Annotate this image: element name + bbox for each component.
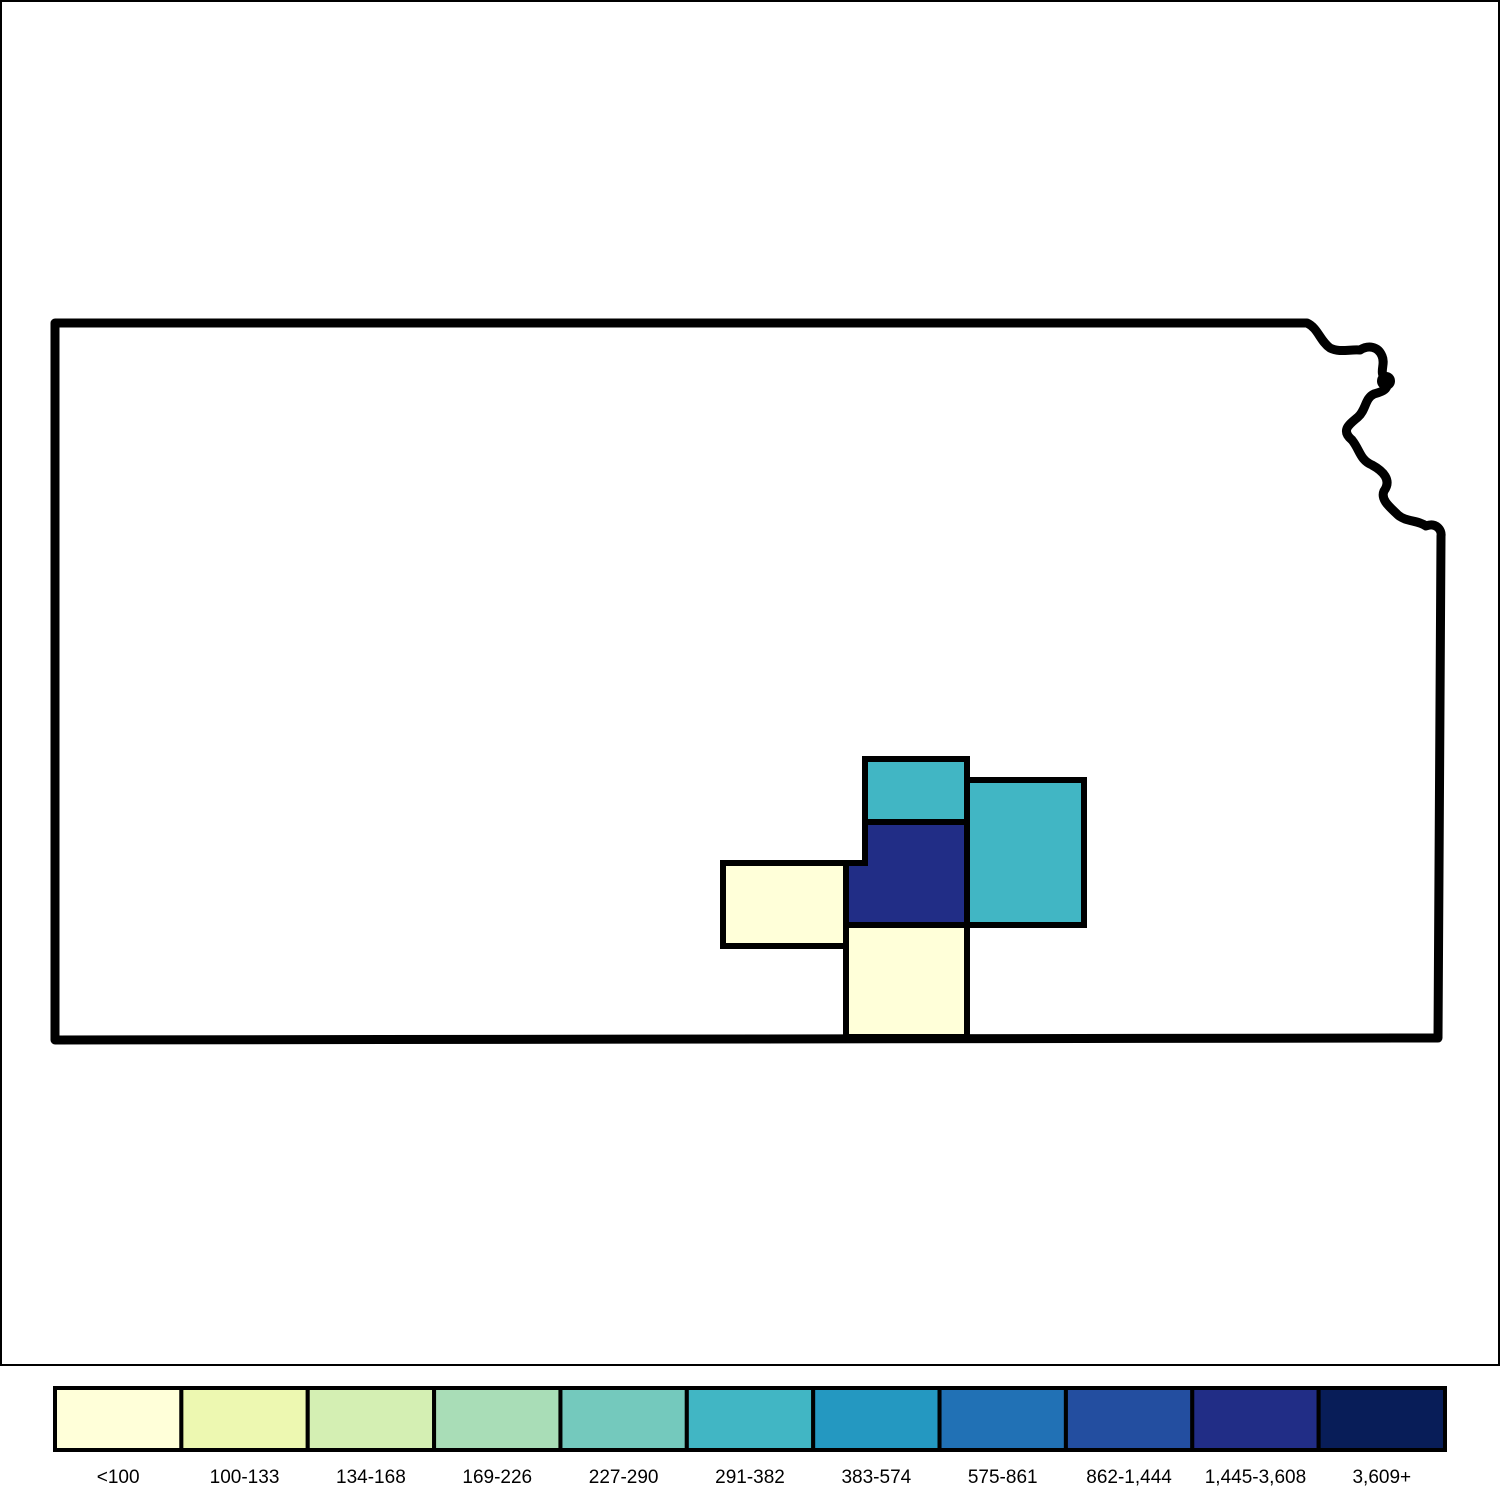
legend-label: 575-861 (967, 1467, 1038, 1488)
river-bend-marker (1377, 372, 1395, 390)
legend-label: 383-574 (841, 1467, 912, 1488)
legend-label: 1,445-3,608 (1204, 1467, 1307, 1488)
legend-swatch (432, 1386, 563, 1452)
legend-swatch (558, 1386, 689, 1452)
legend-label: 3,609+ (1352, 1467, 1412, 1488)
state-outline (50, 318, 1446, 1045)
legend-label: 134-168 (336, 1467, 406, 1488)
legend-swatch (1063, 1386, 1195, 1452)
legend-label: <100 (96, 1467, 140, 1488)
legend-swatches (53, 1386, 1447, 1452)
legend (53, 1386, 1447, 1452)
legend-label: 862-1,444 (1086, 1467, 1172, 1488)
legend-label: 100-133 (209, 1467, 280, 1488)
legend-label: 291-382 (715, 1467, 785, 1488)
county-d[interactable] (723, 863, 846, 946)
county-a[interactable] (865, 759, 967, 822)
legend-swatch (1190, 1386, 1321, 1452)
legend-label: 169-226 (462, 1467, 533, 1488)
map-frame (0, 0, 1500, 1366)
legend-swatch (305, 1386, 437, 1452)
map-canvas (50, 318, 1446, 1045)
legend-label: 227-290 (588, 1467, 659, 1488)
county-b[interactable] (967, 780, 1084, 925)
county-layer (723, 759, 1084, 1037)
county-e[interactable] (846, 925, 967, 1037)
legend-swatch (1316, 1386, 1447, 1452)
legend-swatch (811, 1386, 942, 1452)
legend-swatch (684, 1386, 816, 1452)
county-c[interactable] (846, 822, 967, 925)
county-borders (720, 756, 1087, 1040)
legend-swatch (179, 1386, 310, 1452)
legend-swatch (937, 1386, 1068, 1452)
legend-swatch (53, 1386, 184, 1452)
